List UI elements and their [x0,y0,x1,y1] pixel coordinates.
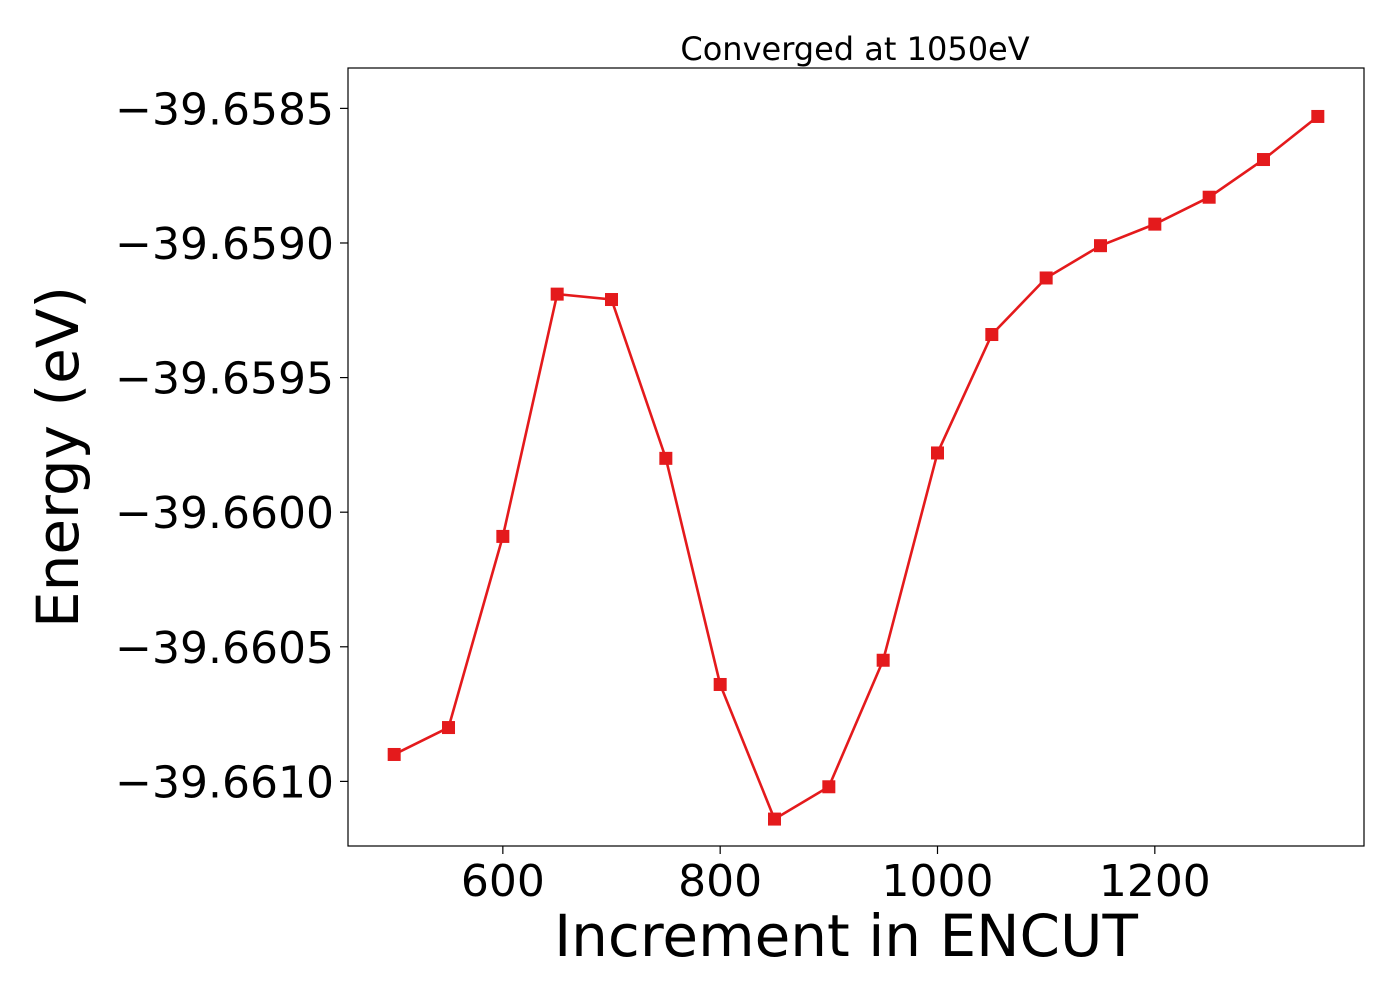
x-axis: 600 800 1000 1200 [461,846,1211,907]
data-point [550,287,564,301]
data-point [387,747,401,761]
y-tick-label: −39.6590 [115,219,334,270]
series-line [393,115,1319,821]
y-tick-label: −39.6595 [115,354,334,405]
data-point [822,780,836,794]
plot-area [387,109,1325,826]
data-point [713,677,727,691]
data-point [1311,109,1325,123]
data-point [496,529,510,543]
x-tick-label: 1000 [882,856,994,907]
data-point [985,328,999,342]
data-point [659,451,673,465]
data-point [1039,271,1053,285]
data-point [442,721,456,735]
x-tick-label: 800 [678,856,762,907]
y-tick-label: −39.6585 [115,84,334,135]
y-tick-label: −39.6605 [115,623,334,674]
data-point [768,812,782,826]
x-tick-label: 1200 [1099,856,1211,907]
data-point [930,446,944,460]
y-axis-label: Energy (eV) [24,286,92,628]
chart-title: Converged at 1050eV [680,30,1029,68]
data-point [1202,190,1216,204]
data-point [1256,153,1270,167]
x-tick-label: 600 [461,856,545,907]
y-tick-label: −39.6610 [115,757,334,808]
data-point [1148,217,1162,231]
data-point [605,293,619,307]
data-point [876,653,890,667]
x-axis-label: Increment in ENCUT [554,902,1138,970]
axes-frame [347,67,1365,847]
data-point [1093,239,1107,253]
y-axis: −39.6585 −39.6590 −39.6595 −39.6600 −39.6605… [115,84,348,808]
y-tick-label: −39.6600 [115,488,334,539]
